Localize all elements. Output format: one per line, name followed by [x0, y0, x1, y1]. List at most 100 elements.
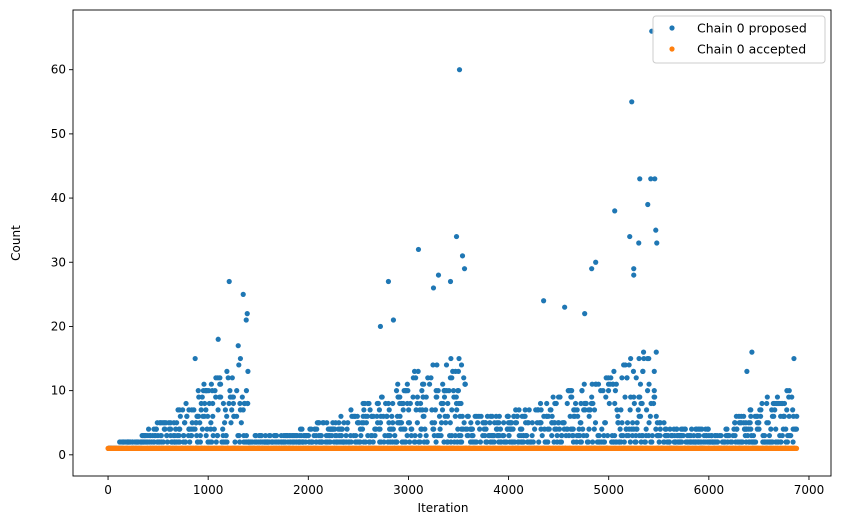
- proposed-point: [525, 420, 532, 426]
- proposed-point: [519, 426, 525, 432]
- proposed-point: [455, 426, 461, 432]
- proposed-point: [443, 420, 449, 426]
- proposed-point: [627, 407, 633, 413]
- proposed-point: [197, 420, 203, 426]
- proposed-point: [390, 317, 397, 323]
- proposed-point: [756, 426, 762, 432]
- proposed-point: [348, 439, 354, 445]
- y-axis-label: Count: [9, 225, 23, 261]
- proposed-point: [526, 407, 532, 413]
- proposed-point: [569, 394, 575, 400]
- proposed-point: [409, 426, 415, 432]
- proposed-point: [657, 426, 663, 432]
- proposed-point: [653, 227, 659, 233]
- proposed-point: [212, 388, 218, 394]
- proposed-point: [449, 407, 455, 413]
- proposed-point: [641, 355, 647, 362]
- proposed-point: [348, 407, 354, 413]
- proposed-point: [648, 176, 654, 182]
- legend-label-accepted: Chain 0 accepted: [697, 42, 806, 57]
- proposed-point: [218, 394, 224, 400]
- proposed-point: [605, 388, 612, 394]
- proposed-point: [637, 413, 644, 419]
- proposed-point: [386, 407, 392, 413]
- proposed-point: [753, 439, 759, 445]
- y-tick-label: 0: [58, 448, 66, 462]
- proposed-point: [622, 394, 628, 400]
- proposed-point: [202, 400, 208, 407]
- proposed-point: [376, 407, 382, 413]
- proposed-point: [299, 426, 305, 432]
- proposed-point: [596, 432, 602, 439]
- proposed-point: [461, 375, 467, 381]
- proposed-point: [633, 375, 639, 381]
- proposed-point: [520, 439, 527, 445]
- proposed-point: [372, 432, 378, 439]
- proposed-point: [679, 439, 685, 445]
- proposed-point: [377, 420, 384, 426]
- proposed-point: [199, 426, 205, 432]
- proposed-point: [570, 426, 576, 432]
- proposed-point: [621, 439, 627, 445]
- x-tick-label: 6000: [694, 483, 725, 497]
- proposed-point: [505, 413, 511, 419]
- proposed-point: [491, 439, 497, 445]
- proposed-point: [441, 394, 448, 400]
- proposed-point: [187, 439, 193, 445]
- proposed-point: [532, 426, 538, 432]
- proposed-point: [397, 394, 403, 400]
- proposed-point: [408, 432, 414, 439]
- proposed-point: [240, 291, 246, 297]
- proposed-point: [387, 432, 393, 439]
- proposed-point: [619, 375, 625, 381]
- proposed-point: [586, 426, 592, 432]
- proposed-point: [447, 278, 454, 285]
- x-axis: 0 1000 2000 3000 4000 5000 6000 7000: [104, 476, 824, 497]
- proposed-point: [359, 426, 366, 432]
- proposed-point: [192, 426, 198, 432]
- proposed-point: [584, 432, 590, 439]
- proposed-point: [386, 420, 392, 426]
- proposed-point: [215, 407, 221, 413]
- proposed-point: [459, 439, 465, 445]
- proposed-point: [663, 426, 669, 432]
- proposed-point: [647, 413, 653, 419]
- proposed-point: [629, 99, 635, 105]
- proposed-point: [456, 67, 463, 73]
- proposed-point: [226, 278, 232, 285]
- proposed-point: [168, 426, 174, 432]
- proposed-point: [327, 439, 333, 445]
- proposed-point: [630, 368, 637, 374]
- proposed-point: [573, 439, 580, 445]
- proposed-point: [267, 432, 273, 439]
- proposed-point: [774, 394, 781, 400]
- proposed-point: [345, 420, 351, 426]
- proposed-point: [430, 285, 437, 291]
- proposed-point: [510, 426, 516, 432]
- proposed-point: [415, 246, 422, 253]
- proposed-point: [553, 400, 559, 407]
- proposed-point: [667, 426, 673, 432]
- proposed-point: [577, 432, 583, 439]
- proposed-point: [612, 400, 618, 407]
- proposed-point: [213, 439, 219, 445]
- proposed-point: [393, 388, 400, 394]
- proposed-point: [718, 432, 724, 439]
- proposed-point: [341, 420, 347, 426]
- proposed-point: [705, 426, 711, 432]
- proposed-point: [389, 413, 395, 419]
- proposed-point: [646, 420, 652, 426]
- proposed-point: [537, 400, 544, 407]
- proposed-point: [784, 407, 790, 413]
- proposed-point: [549, 432, 555, 439]
- proposed-point: [412, 432, 418, 439]
- proposed-point: [203, 407, 209, 413]
- proposed-point: [508, 420, 515, 426]
- proposed-point: [475, 420, 481, 426]
- proposed-point: [160, 439, 166, 445]
- proposed-point: [513, 420, 520, 426]
- proposed-point: [423, 407, 429, 413]
- proposed-point: [434, 394, 440, 400]
- proposed-point: [435, 388, 441, 394]
- proposed-point: [324, 420, 330, 426]
